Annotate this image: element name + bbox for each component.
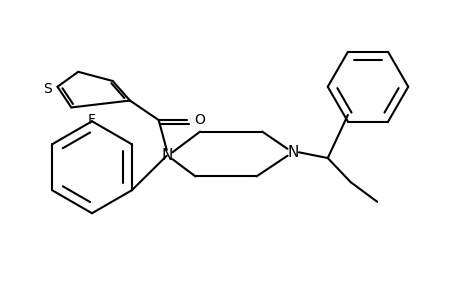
Text: N: N <box>161 148 172 163</box>
Text: O: O <box>194 113 205 127</box>
Text: F: F <box>88 113 96 127</box>
Text: N: N <box>287 145 298 160</box>
Text: S: S <box>43 82 51 96</box>
